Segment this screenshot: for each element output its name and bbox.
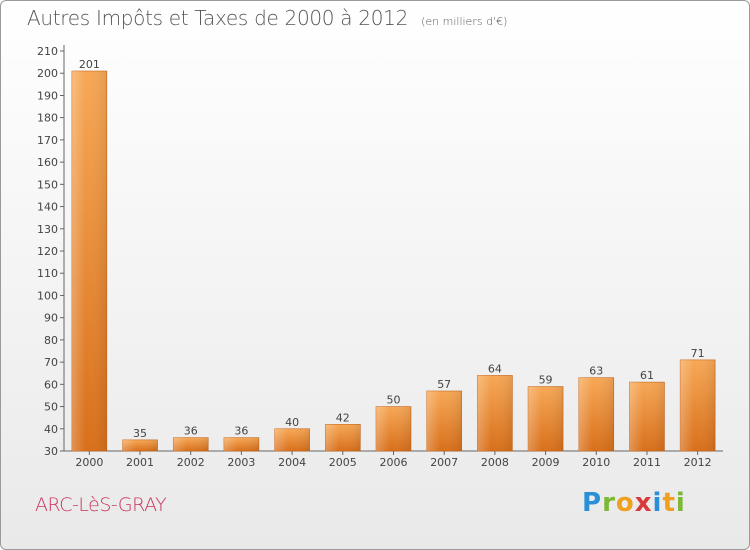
y-tick-label: 170 — [37, 134, 58, 147]
chart-unit-text: (en milliers d'€) — [421, 15, 508, 28]
bar-value-label: 36 — [184, 425, 198, 438]
bar-value-label: 201 — [79, 58, 100, 71]
bar-shading — [629, 382, 665, 451]
y-tick-label: 150 — [37, 178, 58, 191]
y-tick-label: 210 — [37, 45, 58, 58]
bar-shading — [173, 437, 209, 451]
bar-shading — [376, 406, 411, 451]
x-tick-label: 2004 — [278, 456, 306, 469]
x-tick-label: 2009 — [532, 456, 560, 469]
x-tick-label: 2007 — [430, 456, 458, 469]
y-tick-label: 60 — [44, 378, 58, 391]
y-tick-label: 50 — [44, 401, 58, 414]
logo-letter: i — [675, 488, 686, 518]
bar-value-label: 64 — [488, 362, 502, 375]
y-tick-label: 40 — [44, 423, 58, 436]
x-tick-label: 2012 — [684, 456, 712, 469]
y-tick-label: 180 — [37, 112, 58, 125]
bar-value-label: 36 — [234, 425, 248, 438]
y-tick-label: 30 — [44, 445, 58, 458]
logo-letter: t — [662, 488, 676, 518]
x-tick-label: 2002 — [177, 456, 205, 469]
y-tick-label: 160 — [37, 156, 58, 169]
chart-title: Autres Impôts et Taxes de 2000 à 2012 (e… — [27, 6, 507, 30]
bar-value-label: 57 — [437, 378, 451, 391]
x-tick-label: 2006 — [380, 456, 408, 469]
bar-shading — [528, 386, 564, 451]
bar-value-label: 59 — [539, 374, 553, 387]
y-tick-label: 120 — [37, 245, 58, 258]
x-tick-label: 2005 — [329, 456, 357, 469]
bar-shading — [426, 391, 462, 451]
logo-letter: r — [602, 488, 616, 518]
y-tick-label: 100 — [37, 289, 58, 302]
bar-shading — [578, 377, 614, 451]
bar-shading — [325, 424, 361, 451]
bar-value-label: 35 — [133, 427, 147, 440]
x-tick-label: 2011 — [633, 456, 661, 469]
bar-value-label: 42 — [336, 411, 350, 424]
logo-letter: o — [615, 488, 635, 518]
y-tick-label: 70 — [44, 356, 58, 369]
bar-shading — [71, 71, 107, 451]
x-tick-label: 2008 — [481, 456, 509, 469]
bar-value-label: 40 — [285, 416, 299, 429]
x-tick-label: 2010 — [582, 456, 610, 469]
y-tick-label: 90 — [44, 312, 58, 325]
bar-value-label: 50 — [387, 394, 401, 407]
logo-letter: i — [652, 488, 663, 518]
y-tick-label: 200 — [37, 67, 58, 80]
x-tick-label: 2001 — [126, 456, 154, 469]
logo-letter: x — [634, 488, 653, 518]
commune-name: ARC-LèS-GRAY — [35, 494, 167, 516]
bar-shading — [122, 439, 158, 451]
bar-shading — [223, 437, 259, 451]
y-tick-label: 110 — [37, 267, 58, 280]
y-tick-label: 190 — [37, 89, 58, 102]
bar-shading — [477, 375, 513, 451]
x-tick-label: 2003 — [227, 456, 255, 469]
proxiti-logo: Proxiti — [582, 488, 686, 518]
x-tick-label: 2000 — [75, 456, 103, 469]
y-tick-label: 130 — [37, 223, 58, 236]
bar-value-label: 63 — [589, 365, 603, 378]
bar-shading — [274, 428, 310, 451]
bar-value-label: 71 — [691, 347, 705, 360]
chart-title-text: Autres Impôts et Taxes de 2000 à 2012 — [27, 6, 408, 30]
bar-shading — [680, 359, 716, 451]
logo-letter: P — [582, 488, 603, 518]
y-tick-label: 80 — [44, 334, 58, 347]
bar-value-label: 61 — [640, 369, 654, 382]
y-tick-label: 140 — [37, 201, 58, 214]
